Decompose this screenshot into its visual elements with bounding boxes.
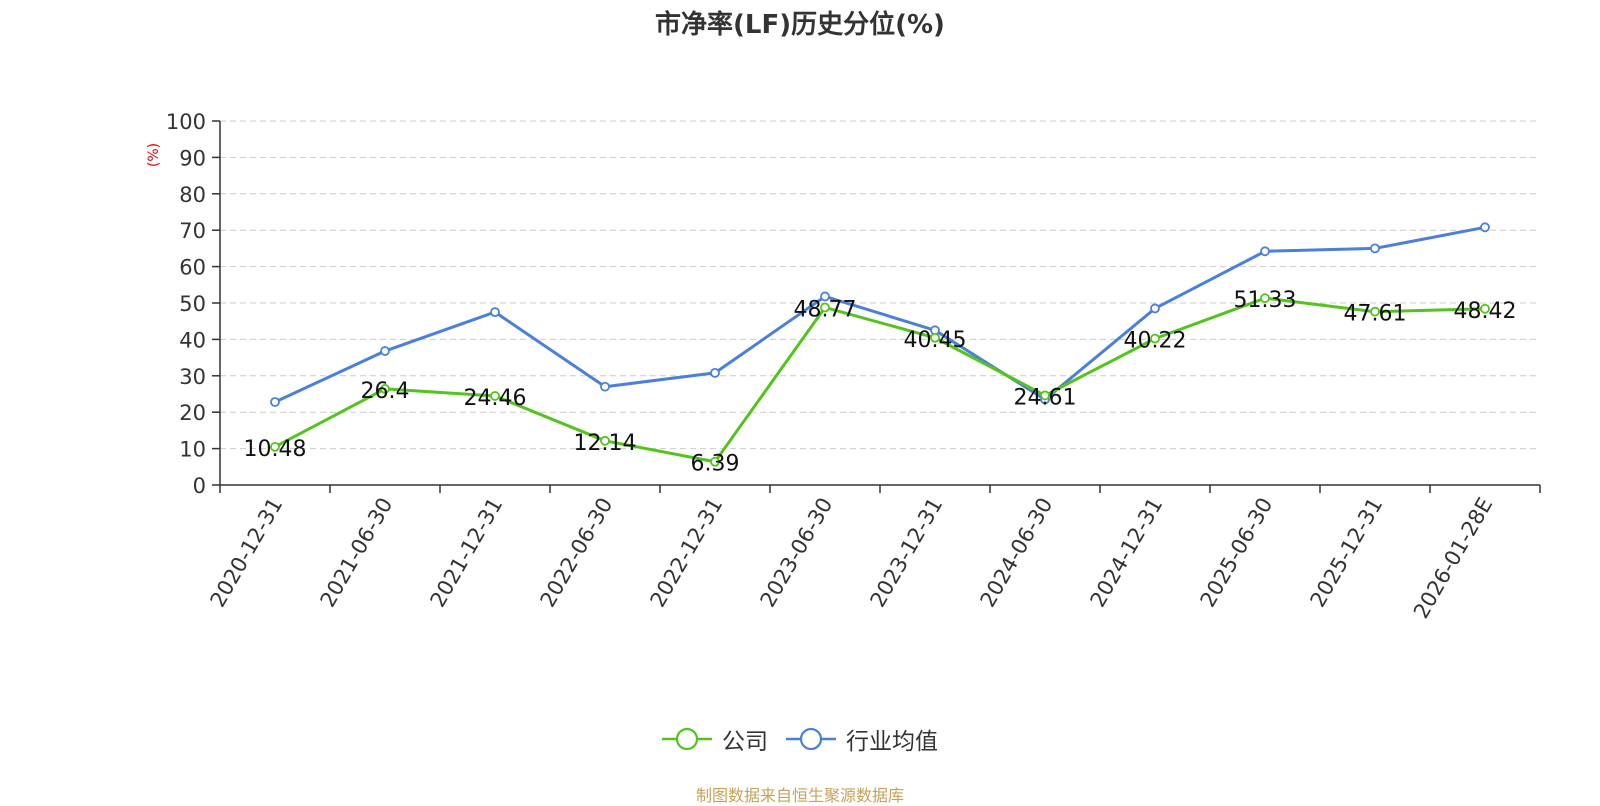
x-tick-label: 2026-01-28E: [1409, 494, 1497, 623]
x-tick-label: 2020-12-31: [206, 494, 288, 612]
data-point-0: [1150, 333, 1160, 344]
data-label: 48.42: [1454, 299, 1517, 324]
data-label: 51.33: [1234, 288, 1297, 313]
data-point-1: [820, 291, 830, 302]
x-tick-label: 2023-12-31: [866, 494, 948, 612]
y-tick-label: 10: [179, 438, 206, 462]
y-tick-label: 90: [179, 146, 206, 170]
data-labels: 10.48 26.4 24.46 12.14 6.39 48.77 40.45 24.61 40…: [244, 288, 1517, 477]
data-label: 24.46: [464, 386, 527, 411]
legend-item-1[interactable]: 行业均值: [786, 722, 938, 756]
series-line-1: [274, 225, 1486, 404]
series-layer: [270, 222, 1490, 467]
x-tick-label: 2021-06-30: [316, 494, 398, 612]
legend-item-0[interactable]: 公司: [662, 722, 768, 756]
data-point-0: [600, 435, 610, 446]
x-tick-label: 2023-06-30: [756, 494, 838, 612]
legend-marker: [675, 727, 699, 751]
x-tick-label: 2022-12-31: [646, 494, 728, 612]
data-label: 6.39: [691, 452, 740, 477]
x-tick-labels: 2020-12-31 2021-06-30 2021-12-31 2022-06-30…: [206, 494, 1498, 623]
y-tick-label: 20: [179, 401, 206, 425]
x-tick-label: 2022-06-30: [536, 494, 618, 612]
legend-label: 公司: [722, 729, 768, 755]
data-label: 12.14: [574, 431, 637, 456]
y-tick-label: 40: [179, 328, 206, 352]
axes: [212, 120, 1541, 493]
y-tick-label: 100: [166, 110, 206, 134]
data-point-1: [710, 367, 720, 378]
data-point-0: [490, 391, 500, 401]
data-label: 10.48: [244, 437, 307, 462]
data-label: 40.45: [904, 328, 967, 353]
y-tick-label: 0: [193, 474, 206, 498]
legend-line-circle-icon: [662, 727, 712, 751]
grid-lines: [220, 120, 1540, 450]
data-point-1: [1370, 243, 1380, 254]
data-point-0: [930, 332, 940, 343]
y-tick-label: 70: [179, 219, 206, 243]
series-line-0: [274, 296, 1486, 464]
x-tick-label: 2021-12-31: [426, 494, 508, 612]
data-point-0: [1260, 293, 1270, 304]
y-tick-label: 80: [179, 183, 206, 207]
legend-marker: [799, 727, 823, 751]
data-label: 48.77: [794, 297, 857, 322]
data-point-1: [1480, 222, 1490, 233]
data-point-1: [490, 307, 500, 318]
y-tick-labels: 0 10 20 30 40 50 60 70 80 90 100: [166, 110, 206, 498]
legend-line-circle-icon: [786, 727, 836, 751]
data-point-0: [1040, 390, 1050, 401]
x-tick-label: 2024-06-30: [976, 494, 1058, 612]
data-point-1: [1150, 303, 1160, 314]
data-point-0: [270, 441, 280, 452]
legend: 公司 行业均值: [0, 722, 1600, 756]
data-label: 40.22: [1124, 329, 1187, 354]
data-point-0: [1480, 303, 1490, 314]
data-point-1: [380, 346, 390, 356]
y-tick-label: 30: [179, 365, 206, 389]
data-point-1: [270, 397, 280, 407]
x-tick-label: 2025-12-31: [1306, 494, 1388, 612]
data-point-0: [380, 384, 390, 394]
data-point-1: [600, 381, 610, 392]
data-label: 26.4: [361, 379, 410, 404]
y-tick-label: 50: [179, 292, 206, 316]
data-label: 24.61: [1014, 385, 1077, 410]
y-tick-label: 60: [179, 256, 206, 280]
legend-label: 行业均值: [846, 729, 938, 755]
data-point-1: [1260, 246, 1270, 257]
data-point-0: [1370, 306, 1380, 317]
x-tick-label: 2025-06-30: [1196, 494, 1278, 612]
chart-title: 市净率(LF)历史分位(%): [655, 10, 945, 40]
data-point-0: [710, 456, 720, 467]
data-label: 47.61: [1344, 302, 1407, 327]
source-note: 制图数据来自恒生聚源数据库: [695, 786, 904, 805]
y-axis-label: (%): [146, 143, 162, 167]
data-point-0: [820, 302, 830, 313]
x-tick-label: 2024-12-31: [1086, 494, 1168, 612]
